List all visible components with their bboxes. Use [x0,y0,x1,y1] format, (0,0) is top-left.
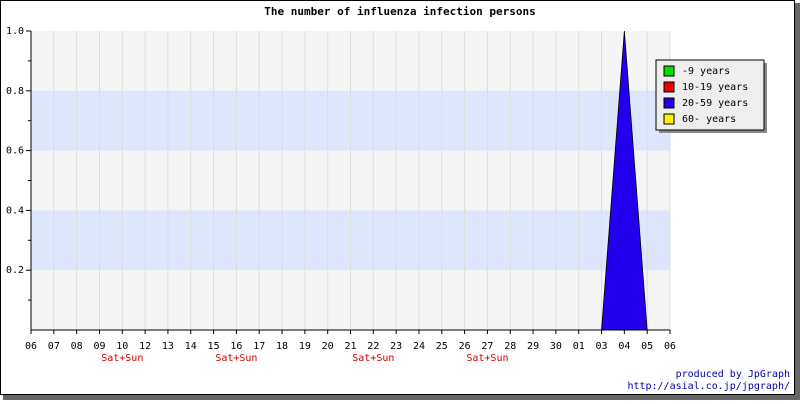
x-tick-label: 29 [527,341,539,352]
x-tick-label: 07 [48,341,60,352]
x-tick-label: 18 [276,341,288,352]
x-tick-label: 30 [550,341,562,352]
x-tick-label: 27 [481,341,493,352]
legend-label: 10-19 years [682,82,748,93]
x-sublabel: Sat+Sun [466,353,508,364]
legend-swatch [663,81,675,93]
y-tick-label: 0.6 [6,146,24,157]
x-tick-label: 16 [230,341,242,352]
x-tick-label: 21 [344,341,356,352]
x-tick-label: 03 [596,341,608,352]
legend-label: 60- years [682,114,736,125]
footer-text: http://asial.co.jp/jpgraph/ [627,381,790,392]
x-tick-label: 10 [116,341,128,352]
legend-label: -9 years [682,66,730,77]
x-tick-label: 06 [25,341,37,352]
x-tick-label: 13 [162,341,174,352]
x-sublabel: Sat+Sun [215,353,257,364]
legend-swatch [663,65,675,77]
y-tick-label: 0.2 [6,265,24,276]
x-tick-label: 01 [573,341,585,352]
x-tick-label: 19 [299,341,311,352]
y-tick-label: 0.8 [6,86,24,97]
y-tick-label: 0.4 [6,205,24,216]
legend-label: 20-59 years [682,98,748,109]
x-tick-label: 24 [413,341,425,352]
y-tick-label: 1.0 [6,26,24,37]
x-tick-label: 25 [436,341,448,352]
x-tick-label: 05 [641,341,653,352]
x-tick-label: 17 [253,341,265,352]
x-tick-label: 14 [185,341,197,352]
legend-swatch [663,97,675,109]
x-tick-label: 23 [390,341,402,352]
x-tick-label: 15 [208,341,220,352]
x-tick-label: 28 [504,341,516,352]
x-sublabel: Sat+Sun [352,353,394,364]
x-tick-label: 06 [664,341,676,352]
footer-text: produced by JpGraph [676,369,790,380]
x-tick-label: 04 [618,341,630,352]
legend-swatch [663,113,675,125]
x-tick-label: 20 [322,341,334,352]
x-tick-label: 22 [367,341,379,352]
x-tick-label: 08 [71,341,83,352]
x-tick-label: 26 [459,341,471,352]
x-sublabel: Sat+Sun [101,353,143,364]
chart-title: The number of influenza infection person… [264,5,536,18]
x-tick-label: 12 [139,341,151,352]
x-tick-label: 09 [93,341,105,352]
